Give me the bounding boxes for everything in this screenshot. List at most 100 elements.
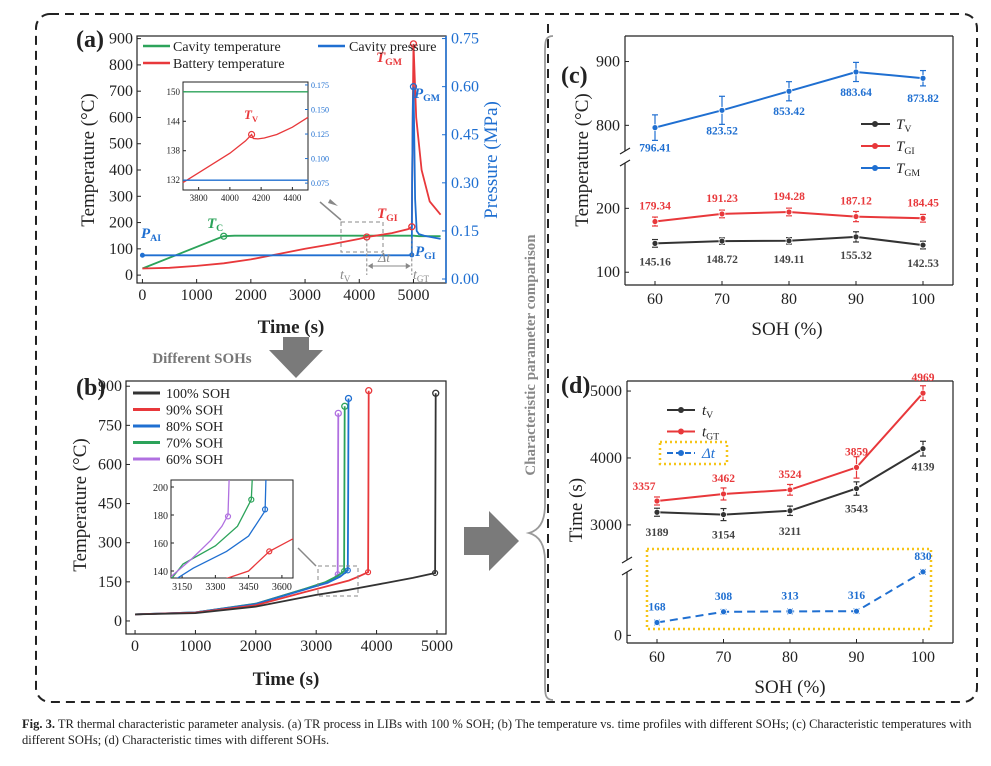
panel-d-ylabel: Time (s) (566, 478, 587, 542)
comparison-label: Characteristic parameter comparison (523, 234, 539, 476)
panel-d-legend-label: tGT (702, 425, 719, 443)
label-main: P (414, 86, 424, 102)
label-main: P (141, 226, 151, 242)
panel-a-xlabel: Time (s) (258, 317, 325, 338)
panel-a-y-tick-label: 200 (109, 215, 133, 232)
panel-c-data-label: 149.11 (774, 254, 805, 266)
inset-a-y2-tick-label: 0.150 (311, 105, 329, 114)
panel-c-ylabel: Temperature (°C) (572, 93, 593, 226)
label-main: T (896, 139, 906, 155)
panel-a-y-tick-label: 700 (109, 83, 133, 100)
panel-c-data-label: 191.23 (706, 193, 738, 205)
panel-c-data-label: 184.45 (907, 197, 939, 209)
panel-d-point (853, 607, 860, 615)
legend-label: Cavity pressure (349, 40, 436, 55)
panel-d-x-tick-label: 70 (716, 649, 732, 666)
inset-a-y2-tick-label: 0.125 (311, 130, 329, 139)
caption-label: Fig. 3. (22, 717, 55, 731)
panel-a-x-tick-label: 2000 (235, 287, 267, 304)
inset-b-frame (170, 479, 294, 579)
inset-b-marker (224, 513, 232, 520)
panel-d-data-label: 3524 (779, 469, 802, 481)
panel-b-y-tick-label: 450 (98, 496, 122, 513)
panel-d-point (919, 389, 927, 397)
panel-b-peak-marker (365, 387, 373, 395)
inset-b-curves (171, 480, 293, 578)
panel-d-data-label: 3543 (845, 504, 868, 516)
label-subscript: V (706, 410, 713, 421)
panel-c-legend-label: TGM (896, 161, 920, 179)
panel-c-data-label: 142.53 (907, 258, 939, 270)
annot-delta-t: Δt (377, 251, 391, 266)
panel-d-label: (d) (561, 373, 590, 399)
label-main: T (377, 206, 387, 222)
label-main: T (376, 50, 386, 66)
label-subscript: GT (706, 432, 719, 443)
legend-label: Battery temperature (173, 57, 285, 72)
label-subscript: GM (423, 93, 440, 104)
panel-d-point (720, 511, 727, 518)
panel-d-point (653, 497, 661, 505)
panel-c-point (651, 124, 659, 132)
panel-a-series-green (142, 234, 441, 270)
panel-d-data-label: 168 (648, 601, 666, 613)
panel-d-point (786, 507, 794, 515)
inset-b-x-tick-label: 3150 (172, 582, 192, 593)
legend-marker (872, 165, 878, 171)
panel-b-gi-marker (431, 569, 439, 577)
inset-a-x-tick-label: 4400 (283, 193, 302, 203)
label-main: t (702, 425, 707, 441)
panel-d-y-tick-label: 0 (614, 627, 622, 644)
zoom-arrow-line (319, 201, 342, 221)
label-main: T (244, 107, 253, 122)
panel-d-legend-highlight (658, 440, 729, 466)
annot-tgt-time: tGT (413, 268, 429, 284)
panel-c-legend-label: TGI (896, 139, 915, 157)
panel-d-data-label: 830 (914, 551, 932, 563)
panel-c-x-tick-label: 60 (647, 291, 663, 308)
right-arrow (464, 511, 519, 571)
panel-c-point (852, 213, 860, 220)
label-main: Δt (377, 251, 391, 266)
inset-b-curve-red (225, 538, 293, 578)
legend-marker (872, 143, 878, 149)
marker-tc (220, 232, 228, 240)
inset-b-curve-purple (171, 480, 230, 578)
panel-d-x-tick-label: 80 (782, 649, 798, 666)
panel-d-legend-label: Δt (701, 446, 716, 462)
panel-c-y-tick-label: 200 (596, 200, 620, 217)
panel-b-label: (b) (76, 375, 105, 401)
panel-a-x-tick-label: 3000 (289, 287, 321, 304)
label-subscript: AI (150, 233, 161, 244)
legend-marker (872, 121, 878, 127)
panel-d-x-tick-label: 90 (849, 649, 865, 666)
panel-c-point (919, 241, 927, 249)
panel-b-legend-label: 90% SOH (166, 404, 223, 419)
panel-a-y-tick-label: 900 (109, 31, 133, 48)
panel-c-data-label: 883.64 (840, 87, 872, 99)
panel-d-x-tick-label: 60 (649, 649, 665, 666)
label-subscript: GM (904, 168, 920, 179)
panel-d-point (653, 508, 661, 516)
outer-dashed-frame (35, 13, 978, 703)
inset-b-curve-blue (176, 480, 267, 578)
panel-b-y-tick-label: 600 (98, 456, 122, 473)
label-main: t (340, 268, 345, 283)
label-main: T (896, 117, 906, 133)
panel-a-y2-tick-label: 0.15 (451, 223, 479, 240)
axis-break-mark (619, 159, 631, 167)
panel-a-y2label: Pressure (MPa) (481, 101, 502, 219)
annot-tgm: TGM (376, 50, 402, 68)
panel-c-point (785, 208, 793, 216)
panel-c-y-tick-label: 900 (596, 54, 620, 71)
panel-c-data-label: 145.16 (639, 256, 671, 268)
panel-b-legend-label: 100% SOH (166, 387, 230, 402)
panel-d-point (919, 568, 927, 576)
label-main: T (207, 216, 217, 232)
panel-a-y2-tick-label: 0.60 (451, 79, 479, 96)
panel-a-zoom-box (340, 221, 384, 253)
annot-pgi: PGI (415, 244, 436, 262)
annot-tgi: TGI (377, 206, 398, 224)
inset-marker-tv (247, 130, 256, 139)
panel-b-y-tick-label: 900 (98, 378, 122, 395)
